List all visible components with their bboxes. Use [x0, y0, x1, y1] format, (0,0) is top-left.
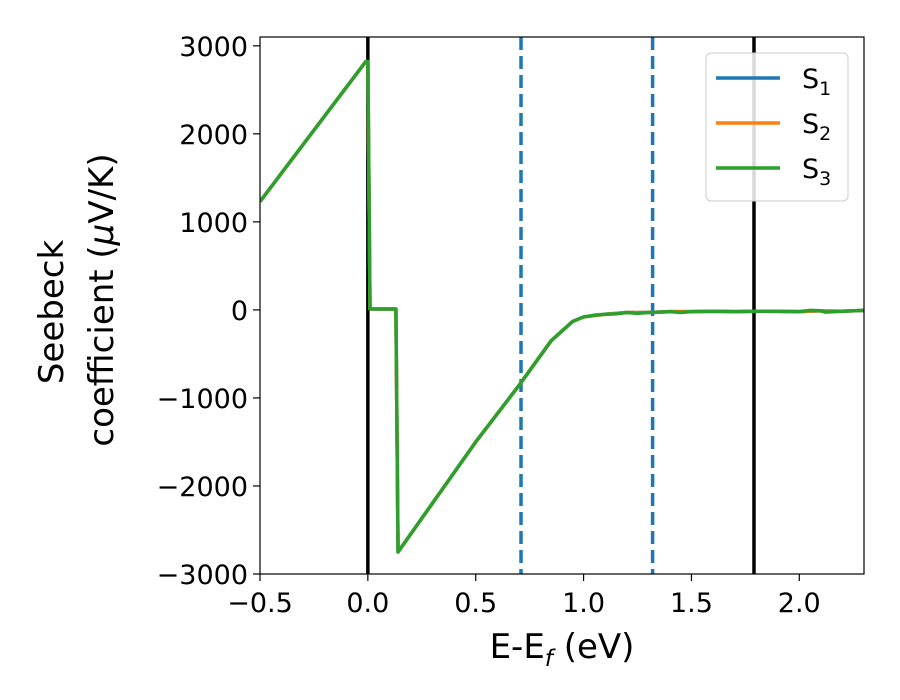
legend-label-s2: S2	[802, 109, 831, 145]
y-axis-label-line1: Seebeck	[32, 240, 72, 385]
y-axis-ticks: −3000 −2000 −1000 0 1000 2000 3000	[157, 32, 260, 591]
y-tick-label: −2000	[157, 472, 248, 503]
series-line-s3	[260, 59, 864, 554]
x-axis-label: E-Ef (eV)	[490, 627, 635, 672]
x-tick-label: 0.5	[454, 588, 497, 619]
y-tick-label: 3000	[179, 32, 248, 63]
x-tick-label: −0.5	[227, 588, 293, 619]
x-tick-label: 0.0	[346, 588, 389, 619]
series-lines	[260, 59, 864, 554]
y-tick-label: 0	[231, 296, 248, 327]
legend-label-s3: S3	[802, 154, 831, 190]
y-tick-label: 2000	[179, 120, 248, 151]
reference-lines	[366, 37, 756, 574]
y-axis-label: Seebeck coefficient (μV/K)	[32, 153, 122, 446]
y-tick-label: −1000	[157, 384, 248, 415]
legend: S1 S2 S3	[705, 52, 849, 202]
x-tick-label: 1.5	[670, 588, 713, 619]
legend-label-s1: S1	[802, 64, 831, 100]
x-axis-ticks: −0.5 0.0 0.5 1.0 1.5 2.0	[227, 574, 821, 619]
x-tick-label: 2.0	[778, 588, 821, 619]
legend-box	[705, 52, 849, 202]
plot-frame	[259, 36, 865, 575]
y-axis-label-line2: coefficient (μV/K)	[82, 153, 122, 446]
y-tick-label: −3000	[157, 560, 248, 591]
y-tick-label: 1000	[179, 208, 248, 239]
x-tick-label: 1.0	[562, 588, 605, 619]
